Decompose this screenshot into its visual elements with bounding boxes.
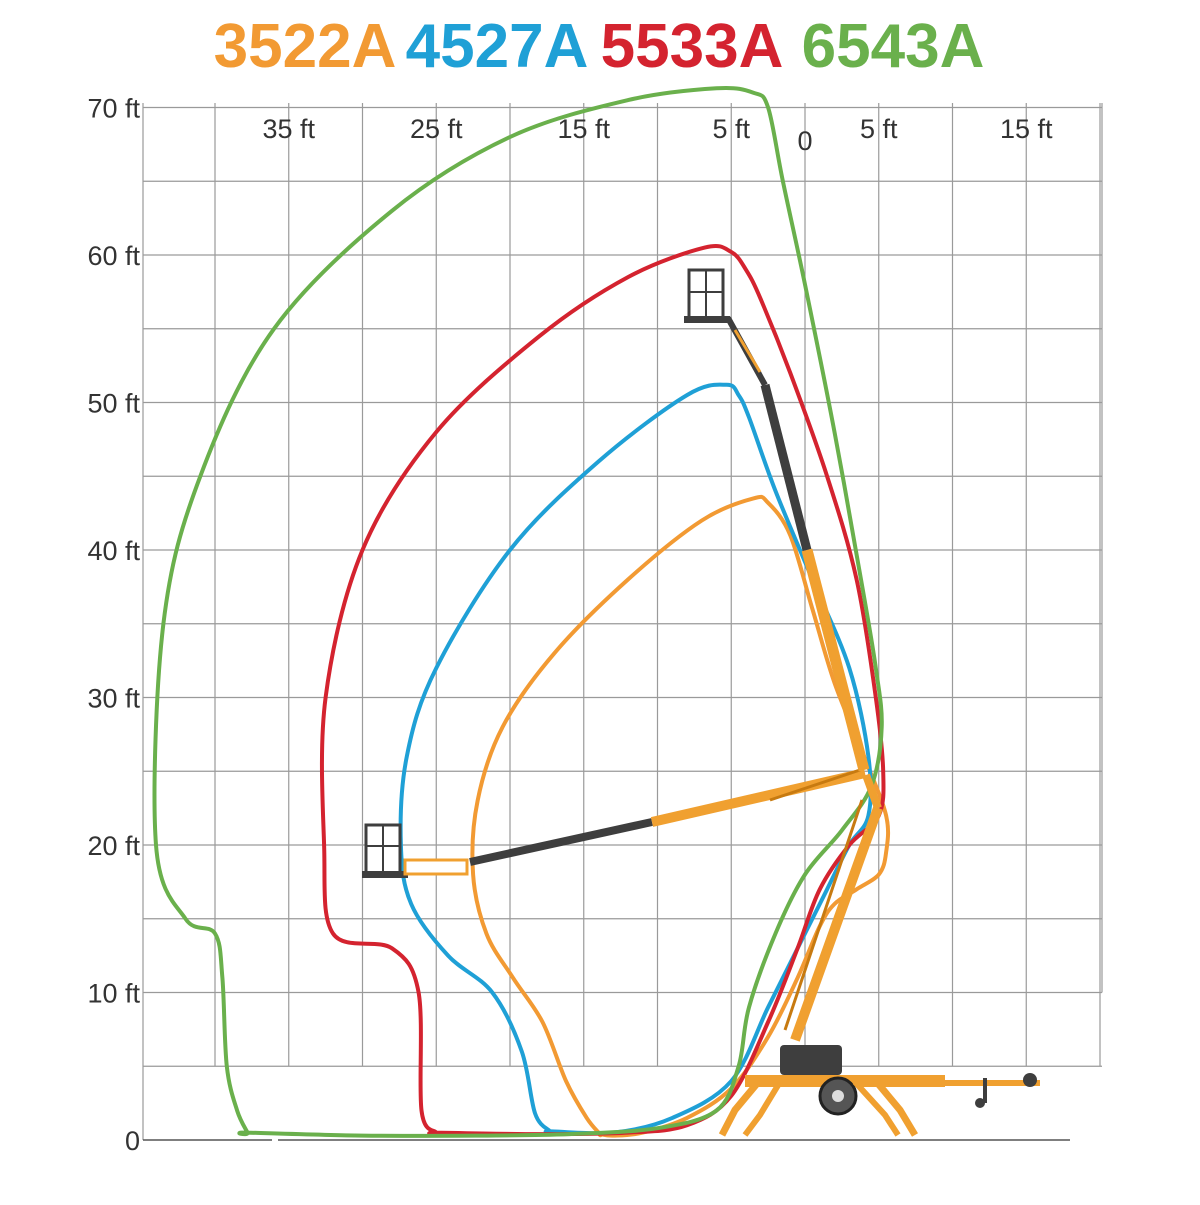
vertical-boom-base [801,548,870,772]
x-tick-label: 5 ft [712,114,750,144]
platform-basket-high [684,268,730,323]
legend-entry-3522a: 3522A [214,12,397,81]
y-tick-label: 0 [125,1126,140,1156]
x-tick-label: 5 ft [860,114,898,144]
x-tick-label: 25 ft [410,114,463,144]
y-tick-label: 70 ft [87,94,140,124]
series-line-6543a [152,86,884,1138]
platform-basket-low [362,823,469,878]
legend-entry-6543a: 6543A [802,12,985,81]
y-tick-label: 30 ft [87,684,140,714]
outrigger [742,1080,783,1137]
outrigger [852,1079,901,1137]
y-tick-label: 20 ft [87,831,140,861]
hitch [1023,1073,1037,1087]
boom-lift-illustration [362,268,1040,1137]
legend: 3522A 4527A 5533A 6543A [214,12,985,81]
horizontal-boom-fly [469,818,653,866]
boom-cylinder [769,768,861,802]
y-tick-label: 60 ft [87,241,140,271]
lower-boom [790,806,883,1042]
y-tick-label: 50 ft [87,389,140,419]
series-layer [152,86,891,1138]
tick-labels: 0 10 ft 20 ft 30 ft 40 ft 50 ft 60 ft 70 ft 35 f… [87,94,1053,1157]
outrigger [872,1077,919,1137]
y-tick-label: 10 ft [87,979,140,1009]
series-line-4527a [398,382,873,1136]
x-tick-label: 0 [797,126,812,156]
x-tick-label: 35 ft [262,114,315,144]
grid [142,103,1103,1140]
legend-entry-5533a: 5533A [601,12,784,81]
vertical-boom-fly [760,383,812,552]
y-tick-label: 40 ft [87,536,140,566]
x-tick-label: 15 ft [557,114,610,144]
outrigger [718,1077,763,1137]
series-line-5533a [319,244,886,1137]
legend-entry-4527a: 4527A [406,12,589,81]
turret-engine [780,1045,842,1075]
x-tick-label: 15 ft [1000,114,1053,144]
